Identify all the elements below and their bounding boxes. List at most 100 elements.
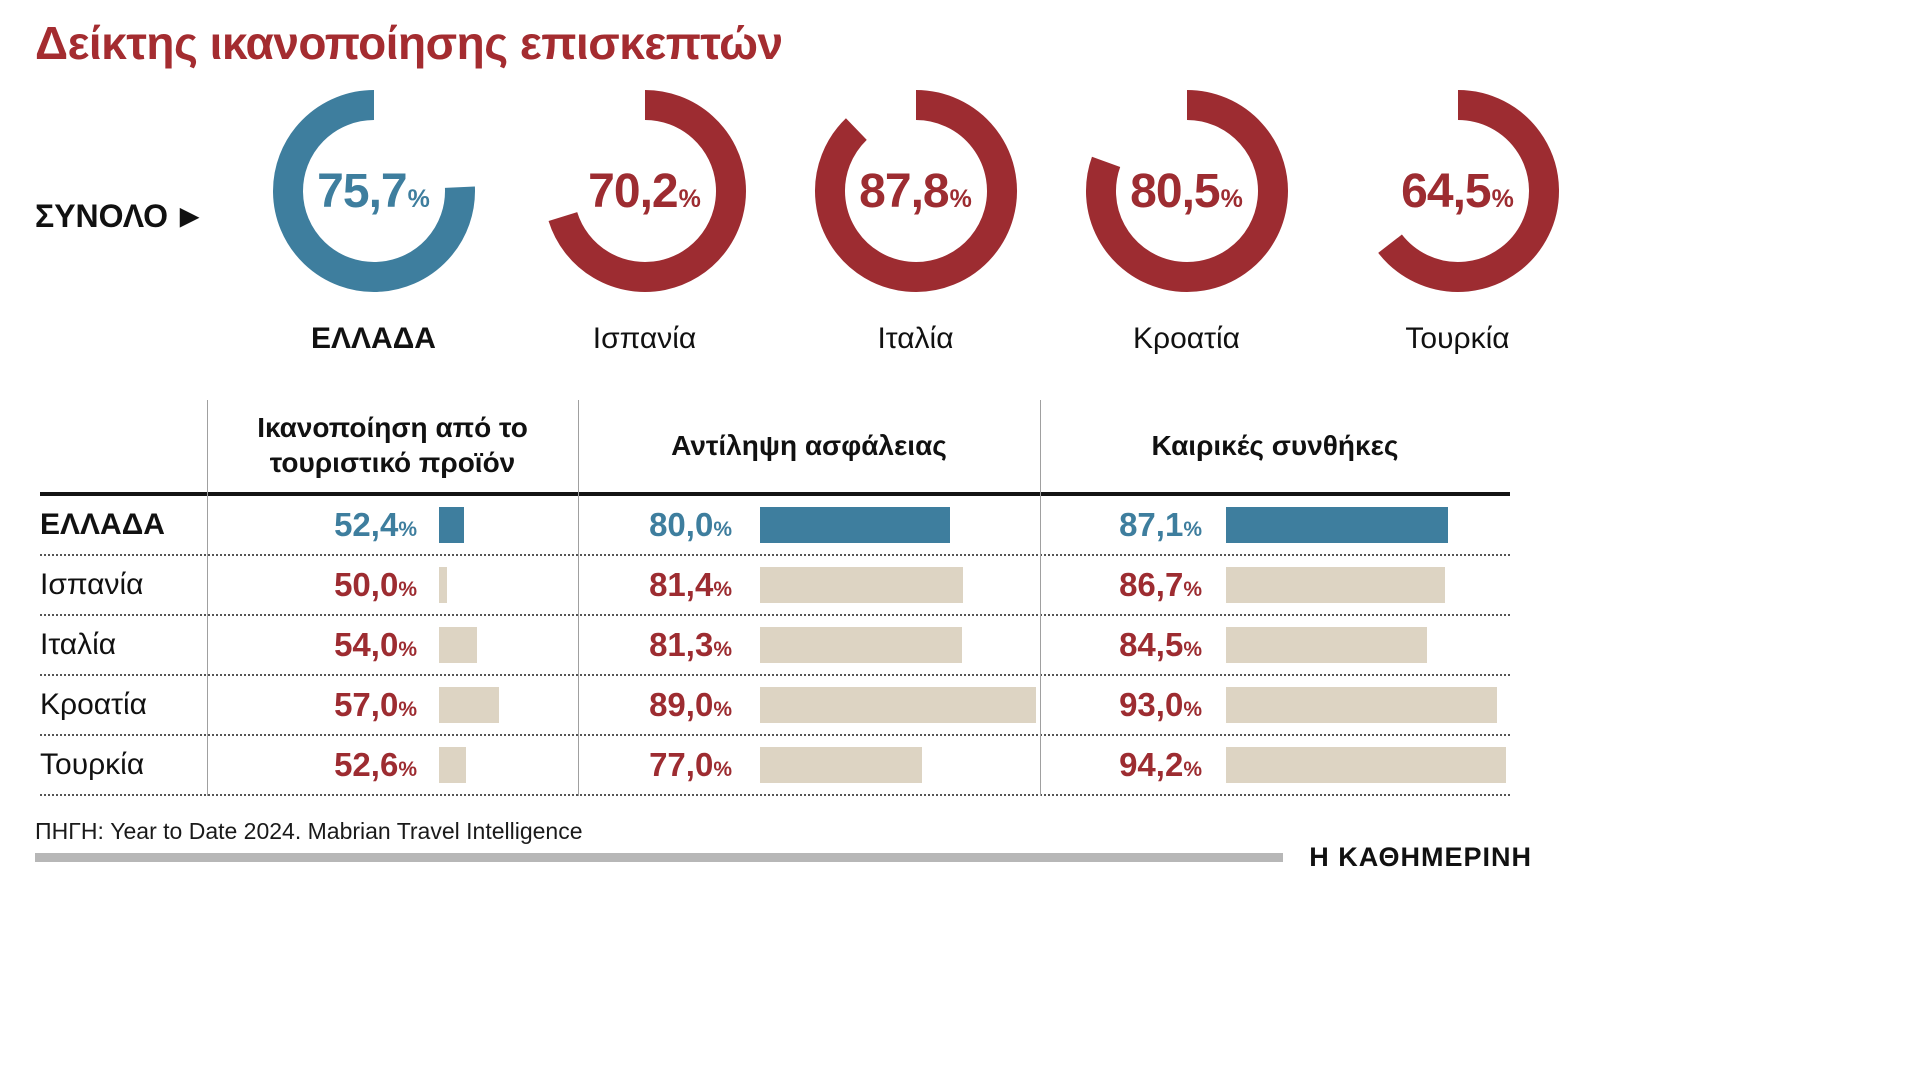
total-label: ΣΥΝΟΛΟ ▶ (35, 198, 199, 235)
donut-value: 87,8 % (813, 88, 1019, 294)
column-divider (578, 400, 579, 796)
column-divider (1040, 400, 1041, 796)
value-label: 84,5% (1119, 626, 1202, 663)
column-header-product: Ικανοποίηση από το τουριστικό προϊόν (257, 412, 528, 478)
percent-sign: % (398, 518, 417, 541)
donut-percent-number: 75,7 (317, 164, 407, 218)
table-cell: 89,0% (578, 676, 1040, 734)
value-label: 86,7% (1119, 566, 1202, 603)
percent-sign: % (1183, 758, 1202, 781)
value-label: 89,0% (649, 686, 732, 723)
page-title: Δείκτης ικανοποίησης επισκεπτών (35, 17, 783, 69)
row-country-label: Ιταλία (40, 628, 117, 661)
table-cell: 57,0% (207, 676, 578, 734)
table-cell: 52,6% (207, 736, 578, 794)
percent-sign: % (713, 698, 732, 721)
value-label: 54,0% (334, 626, 417, 663)
donut-ring: 64,5 % (1355, 88, 1561, 294)
donut-ΕΛΛΑΔΑ: 75,7 % ΕΛΛΑΔΑ (238, 88, 509, 356)
percent-sign: % (713, 638, 732, 661)
donut-value: 70,2 % (542, 88, 748, 294)
value-bar (439, 507, 464, 543)
percent-sign: % (398, 578, 417, 601)
percent-sign: % (398, 698, 417, 721)
table-row-ΕΛΛΑΔΑ: ΕΛΛΑΔΑ 52,4% 80,0% 87,1% (40, 496, 1510, 556)
footer-rule (35, 853, 1284, 862)
value-bar (760, 747, 922, 783)
column-header-safety: Αντίληψη ασφάλειας (671, 429, 947, 461)
percent-sign: % (407, 184, 430, 213)
value-bar (439, 747, 466, 783)
source-note: ΠΗΓΗ: Year to Date 2024. Mabrian Travel … (35, 818, 583, 844)
donut-Ιταλία: 87,8 % Ιταλία (780, 88, 1051, 356)
donut-percent-number: 80,5 (1130, 164, 1220, 218)
value-bar (1226, 627, 1427, 663)
value-label: 77,0% (649, 746, 732, 783)
donut-ring-arc (814, 90, 1017, 292)
donut-percent-number: 87,8 (859, 164, 949, 218)
table-cell: 87,1% (1040, 496, 1510, 554)
percent-sign: % (713, 518, 732, 541)
value-bar (439, 567, 447, 603)
value-label: 94,2% (1119, 746, 1202, 783)
percent-sign: % (1183, 578, 1202, 601)
header-corner (40, 398, 207, 492)
total-label-text: ΣΥΝΟΛΟ (35, 198, 169, 234)
value-label: 52,4% (334, 506, 417, 543)
value-label: 52,6% (334, 746, 417, 783)
percent-sign: % (398, 638, 417, 661)
row-country-label: Τουρκία (40, 748, 145, 781)
donut-country-label: Ισπανία (592, 322, 697, 355)
value-bar (439, 687, 499, 723)
donut-ring-arc (548, 90, 746, 292)
value-label: 81,4% (649, 566, 732, 603)
value-label: 50,0% (334, 566, 417, 603)
value-bar (760, 567, 963, 603)
donut-value: 80,5 % (1084, 88, 1290, 294)
table-cell: 81,4% (578, 556, 1040, 614)
table-cell: 50,0% (207, 556, 578, 614)
value-bar (439, 627, 477, 663)
donut-percent-number: 64,5 (1401, 164, 1491, 218)
donut-country-label: Ιταλία (877, 322, 954, 355)
donut-ring-arc (272, 90, 475, 292)
donut-ring: 80,5 % (1084, 88, 1290, 294)
donut-value: 64,5 % (1355, 88, 1561, 294)
percent-sign: % (1183, 698, 1202, 721)
table-cell: 84,5% (1040, 616, 1510, 674)
percent-sign: % (713, 578, 732, 601)
percent-sign: % (1220, 184, 1243, 213)
donut-country-label: ΕΛΛΑΔΑ (311, 322, 436, 355)
value-bar (1226, 567, 1445, 603)
table-cell: 94,2% (1040, 736, 1510, 794)
header-divider-line (40, 492, 1510, 496)
donut-country-label: Κροατία (1133, 322, 1240, 355)
column-divider (207, 400, 208, 796)
table-row-Ιταλία: Ιταλία 54,0% 81,3% 84,5% (40, 616, 1510, 676)
table-cell: 93,0% (1040, 676, 1510, 734)
donut-Τουρκία: 64,5 % Τουρκία (1322, 88, 1593, 356)
percent-sign: % (678, 184, 701, 213)
percent-sign: % (949, 184, 972, 213)
percent-sign: % (713, 758, 732, 781)
value-bar (1226, 507, 1448, 543)
percent-sign: % (1183, 518, 1202, 541)
donut-country-label: Τουρκία (1405, 322, 1510, 355)
percent-sign: % (1491, 184, 1514, 213)
value-bar (1226, 687, 1497, 723)
value-bar (760, 687, 1036, 723)
donut-ring: 75,7 % (271, 88, 477, 294)
donut-ring: 87,8 % (813, 88, 1019, 294)
column-header-weather: Καιρικές συνθήκες (1151, 429, 1399, 461)
value-bar (1226, 747, 1506, 783)
value-label: 81,3% (649, 626, 732, 663)
percent-sign: % (398, 758, 417, 781)
comparison-table: Ικανοποίηση από το τουριστικό προϊόν Αντ… (40, 398, 1510, 796)
donut-value: 75,7 % (271, 88, 477, 294)
row-country-label: Ισπανία (40, 568, 144, 601)
value-label: 87,1% (1119, 506, 1202, 543)
table-header: Ικανοποίηση από το τουριστικό προϊόν Αντ… (40, 398, 1510, 492)
value-label: 80,0% (649, 506, 732, 543)
donut-Ισπανία: 70,2 % Ισπανία (509, 88, 780, 356)
